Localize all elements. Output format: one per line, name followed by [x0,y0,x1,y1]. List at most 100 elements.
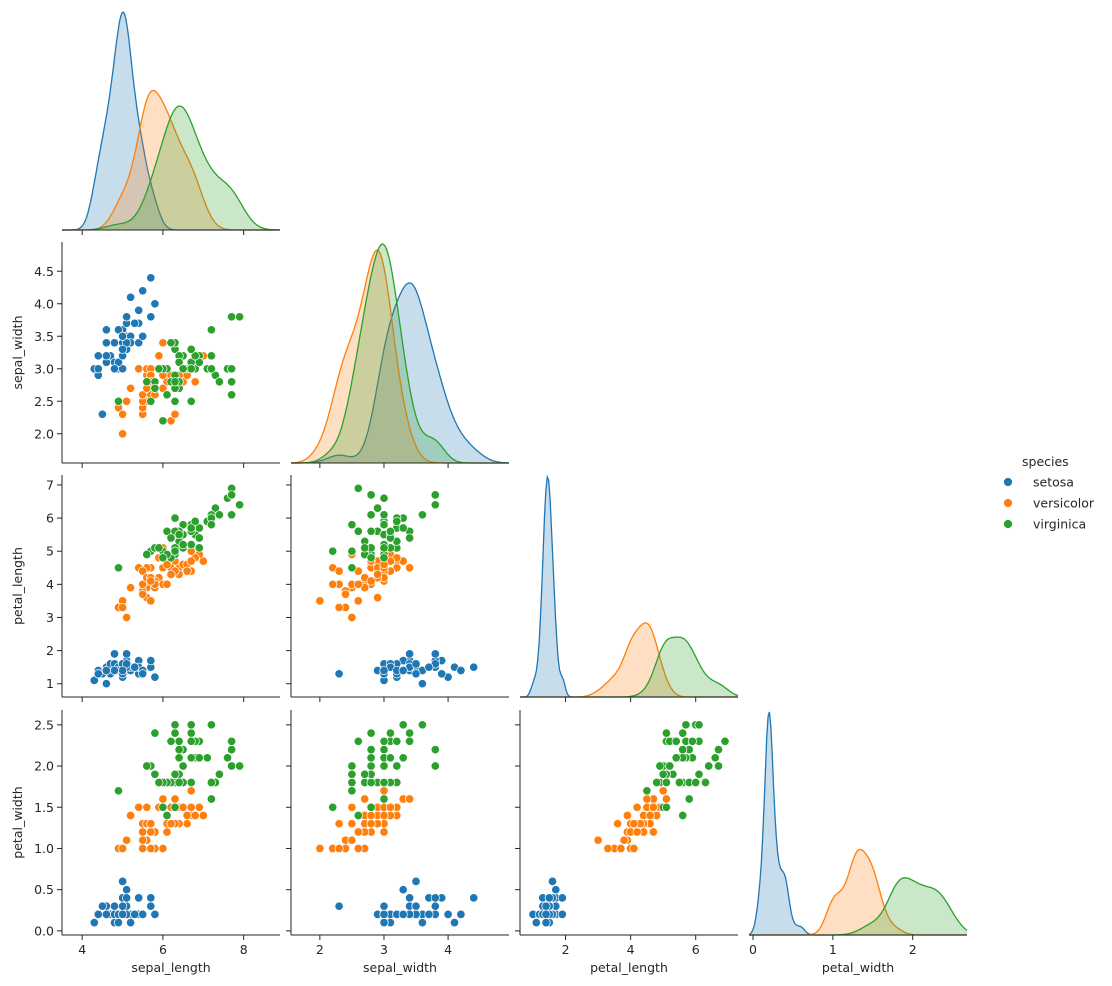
point-versicolor [622,810,632,821]
point-virginica [174,777,184,788]
x-tick-label: 0 [749,942,757,957]
point-virginica [658,769,668,779]
point-virginica [227,761,237,771]
point-setosa [430,649,440,659]
point-setosa [118,665,128,676]
y-tick-label: 2.5 [34,717,54,732]
point-versicolor [162,827,172,837]
point-setosa [138,909,148,919]
point-virginica [710,753,720,763]
point-virginica [170,769,180,779]
point-setosa [134,338,144,348]
point-virginica [214,769,224,779]
point-virginica [194,357,204,367]
point-virginica [206,364,216,374]
y-tick-label: 1.5 [34,800,54,815]
point-setosa [334,669,344,679]
point-versicolor [138,589,148,599]
point-versicolor [385,802,395,812]
point-virginica [113,563,124,573]
point-virginica [366,490,376,500]
point-versicolor [198,556,208,566]
point-versicolor [142,802,152,812]
point-virginica [186,777,196,788]
point-virginica [642,786,652,796]
point-setosa [122,649,132,659]
point-setosa [109,364,120,374]
point-virginica [347,546,357,556]
point-setosa [411,669,421,679]
point-virginica [227,510,237,520]
point-virginica [150,769,160,779]
point-setosa [113,325,124,335]
point-versicolor [146,819,156,829]
kde-fill-versicolor-petal_width [749,849,967,935]
y-tick-label: 7 [46,477,54,492]
point-virginica [366,526,376,536]
point-virginica [154,777,164,788]
point-virginica [206,520,216,530]
point-setosa [93,909,103,919]
point-virginica [665,761,675,771]
point-virginica [379,777,389,788]
point-virginica [186,364,196,374]
point-virginica [227,364,237,374]
point-virginica [678,745,688,755]
point-setosa [146,312,156,322]
point-setosa [126,918,136,928]
point-virginica [385,753,395,763]
point-virginica [684,794,694,804]
point-virginica [142,549,152,560]
point-setosa [109,901,120,911]
point-versicolor [166,569,176,579]
y-tick-label: 2.0 [34,759,54,774]
point-setosa [379,918,389,928]
x-tick-label: 3 [380,942,388,957]
point-virginica [166,533,176,543]
point-versicolor [360,794,370,804]
point-setosa [379,909,389,919]
point-virginica [206,777,216,788]
kde-fill-virginica-sepal_width [291,244,509,463]
point-versicolor [118,843,128,854]
point-setosa [101,338,111,348]
y-tick-label: 4.0 [34,296,54,311]
point-virginica [661,728,671,738]
point-versicolor [122,612,132,623]
point-versicolor [347,819,357,829]
point-setosa [146,901,156,911]
point-setosa [405,649,415,659]
kde-fill-virginica-petal_length [520,637,738,697]
point-virginica [186,344,196,354]
kde-line-virginica-sepal_length [62,105,281,231]
point-versicolor [170,409,180,419]
point-virginica [227,312,237,322]
point-versicolor [645,810,655,821]
point-virginica [328,802,338,812]
kde-fill-virginica-sepal_length [62,106,280,230]
point-virginica [678,810,688,821]
point-setosa [531,918,541,928]
point-versicolor [186,556,196,566]
point-versicolor [603,843,613,854]
point-versicolor [118,409,128,419]
point-virginica [652,777,662,788]
point-virginica [398,753,408,763]
point-setosa [405,893,415,903]
point-setosa [89,675,99,685]
point-versicolor [118,429,128,439]
point-virginica [235,312,245,322]
point-setosa [551,885,561,895]
point-setosa [398,665,408,676]
point-setosa [138,669,148,679]
point-setosa [122,885,132,895]
point-virginica [222,753,233,763]
point-versicolor [158,338,168,348]
point-virginica [190,351,200,361]
point-versicolor [328,579,338,589]
point-setosa [126,292,136,302]
legend-label-virginica: virginica [1033,517,1086,532]
point-setosa [109,649,120,659]
panel-sepal_width-vs-sepal_length: 2.0 2.5 3.0 3.5 4.0 4.5 sepal_width [10,242,280,468]
kde-fill-setosa-sepal_length [62,12,280,230]
